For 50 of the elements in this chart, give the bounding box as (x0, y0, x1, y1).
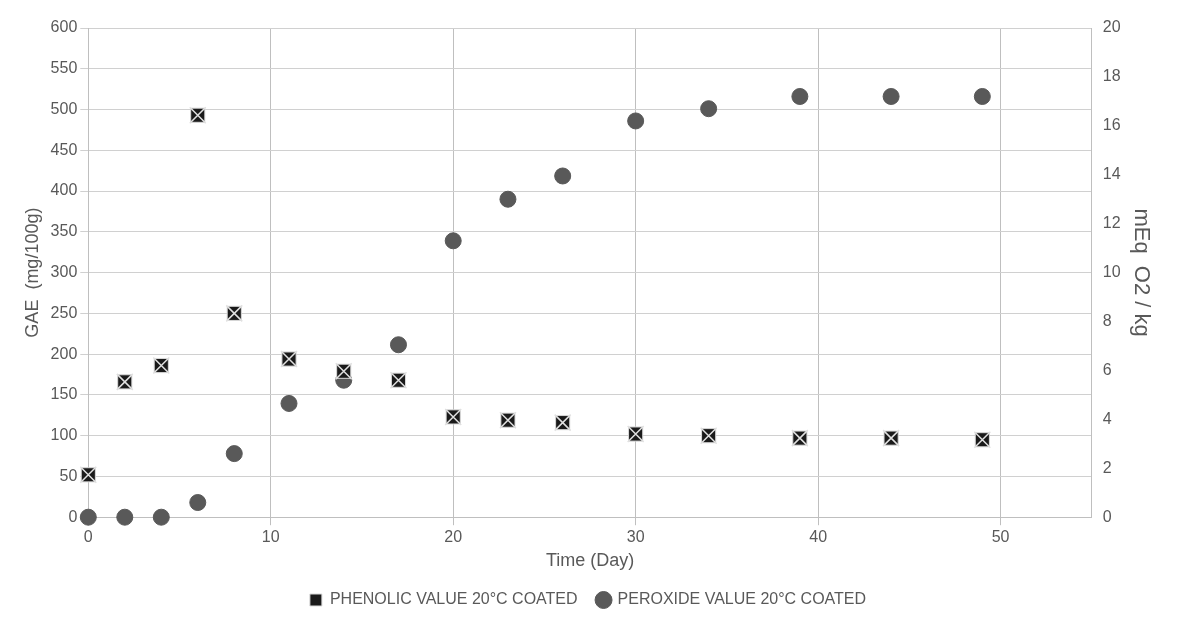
y-tick-label: 300 (50, 263, 78, 281)
y-tick-label: 0 (68, 507, 78, 525)
point (280, 394, 298, 412)
y-tick-label: 500 (50, 99, 78, 117)
point (116, 508, 134, 526)
point (554, 167, 572, 185)
legend-label: PEROXIDE VALUE 20°C COATED (617, 590, 867, 608)
y2-tick-label: 10 (1102, 263, 1121, 281)
point (700, 100, 718, 118)
point (225, 445, 243, 463)
point (189, 494, 207, 512)
y2-axis-title: mEq O2 / kg (1129, 208, 1155, 337)
y-tick-label: 450 (50, 140, 78, 158)
x-tick-label: 20 (444, 528, 463, 546)
y-tick-label: 100 (50, 426, 78, 444)
y2-tick-label: 12 (1102, 214, 1121, 232)
x-tick-label: 40 (809, 528, 828, 546)
y2-tick-label: 8 (1102, 311, 1112, 329)
y2-tick-label: 6 (1102, 360, 1112, 378)
point (79, 508, 97, 526)
y-tick-label: 250 (50, 303, 78, 321)
y-tick-label: 350 (50, 222, 78, 240)
y-tick-label: 600 (50, 18, 78, 36)
point (389, 336, 407, 354)
y-axis-title: GAE (mg/100g) (21, 207, 42, 338)
y-tick-label: 150 (50, 385, 78, 403)
x-tick-label: 10 (261, 528, 280, 546)
y2-tick-label: 16 (1102, 116, 1121, 134)
y-tick-label: 50 (59, 466, 78, 484)
point (444, 232, 462, 250)
point (973, 87, 991, 105)
point (791, 87, 809, 105)
x-axis-title: Time (Day) (545, 550, 635, 571)
y2-tick-label: 20 (1102, 18, 1121, 36)
y2-tick-label: 2 (1102, 458, 1112, 476)
x-tick-label: 30 (626, 528, 645, 546)
point (627, 112, 645, 130)
legend-label: PHENOLIC VALUE 20°C COATED (329, 590, 578, 608)
point (499, 190, 517, 208)
y2-tick-label: 4 (1102, 409, 1112, 427)
point (882, 87, 900, 105)
point (152, 508, 170, 526)
x-tick-label: 50 (991, 528, 1010, 546)
y2-tick-label: 0 (1102, 507, 1112, 525)
y-tick-label: 400 (50, 181, 78, 199)
y-tick-label: 200 (50, 344, 78, 362)
y2-tick-label: 14 (1102, 165, 1121, 183)
y2-tick-label: 18 (1102, 67, 1121, 85)
x-tick-label: 0 (83, 528, 93, 546)
y-tick-label: 550 (50, 59, 78, 77)
